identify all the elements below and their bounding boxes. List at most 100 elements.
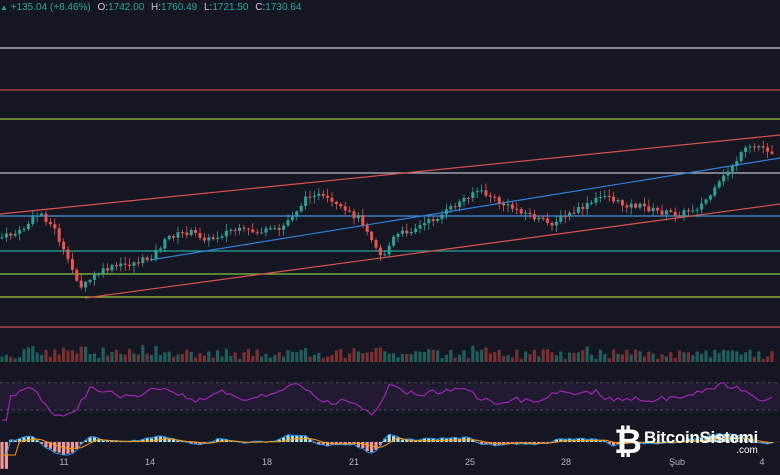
candle-body[interactable] <box>154 249 158 259</box>
candle-body[interactable] <box>238 227 242 231</box>
candle-body[interactable] <box>647 206 651 212</box>
candle-body[interactable] <box>35 215 39 217</box>
candle-body[interactable] <box>317 193 321 196</box>
candle-body[interactable] <box>620 200 624 206</box>
candle-body[interactable] <box>669 210 673 212</box>
candle-body[interactable] <box>458 201 462 207</box>
candle-body[interactable] <box>576 206 580 213</box>
candle-body[interactable] <box>590 202 594 204</box>
candle-body[interactable] <box>106 268 110 271</box>
candle-body[interactable] <box>708 195 712 200</box>
candle-body[interactable] <box>150 258 154 260</box>
candle-body[interactable] <box>132 262 136 266</box>
candle-body[interactable] <box>321 193 325 196</box>
candle-body[interactable] <box>79 280 83 288</box>
candle-body[interactable] <box>554 221 558 226</box>
candle-body[interactable] <box>735 161 739 167</box>
candle-body[interactable] <box>198 232 202 238</box>
candle-body[interactable] <box>0 237 4 239</box>
candle-body[interactable] <box>427 219 431 224</box>
candle-body[interactable] <box>713 187 717 196</box>
candle-body[interactable] <box>136 262 140 264</box>
candle-body[interactable] <box>757 146 761 148</box>
candle-body[interactable] <box>686 210 690 212</box>
candle-body[interactable] <box>440 214 444 219</box>
candle-body[interactable] <box>752 146 756 148</box>
candle-body[interactable] <box>207 237 211 241</box>
candle-body[interactable] <box>700 203 704 210</box>
candle-body[interactable] <box>678 215 682 217</box>
candle-body[interactable] <box>651 207 655 212</box>
candle-body[interactable] <box>550 222 554 226</box>
candle-body[interactable] <box>422 223 426 226</box>
candle-body[interactable] <box>563 216 567 218</box>
candle-body[interactable] <box>326 195 330 198</box>
candle-body[interactable] <box>264 228 268 233</box>
candle-body[interactable] <box>18 229 22 234</box>
candle-body[interactable] <box>480 190 484 192</box>
channel-lower-line[interactable] <box>84 203 780 299</box>
candle-body[interactable] <box>224 230 228 237</box>
candle-body[interactable] <box>44 213 48 222</box>
candle-body[interactable] <box>348 210 352 212</box>
candle-body[interactable] <box>400 230 404 234</box>
candle-body[interactable] <box>546 218 550 223</box>
candle-body[interactable] <box>75 269 79 281</box>
candle-body[interactable] <box>656 207 660 211</box>
candle-body[interactable] <box>66 249 70 260</box>
candle-body[interactable] <box>312 195 316 198</box>
candle-body[interactable] <box>572 212 576 214</box>
candle-body[interactable] <box>119 263 123 267</box>
candle-body[interactable] <box>70 259 74 270</box>
macd-signal-line[interactable] <box>2 437 773 456</box>
candle-body[interactable] <box>462 197 466 202</box>
candle-body[interactable] <box>638 203 642 208</box>
candle-body[interactable] <box>726 171 730 176</box>
candle-body[interactable] <box>537 217 541 220</box>
candle-body[interactable] <box>730 166 734 172</box>
candle-body[interactable] <box>581 206 585 210</box>
candle-body[interactable] <box>268 228 272 230</box>
candle-body[interactable] <box>466 197 470 199</box>
candle-body[interactable] <box>634 203 638 208</box>
candle-body[interactable] <box>110 265 114 271</box>
candle-body[interactable] <box>524 212 528 214</box>
candle-body[interactable] <box>475 190 479 193</box>
candle-body[interactable] <box>405 230 409 234</box>
candle-body[interactable] <box>233 229 237 231</box>
candle-body[interactable] <box>84 281 88 288</box>
candle-body[interactable] <box>374 240 378 248</box>
candle-body[interactable] <box>664 210 668 215</box>
candle-body[interactable] <box>299 205 303 212</box>
candle-body[interactable] <box>453 206 457 208</box>
candle-body[interactable] <box>532 214 536 220</box>
candle-body[interactable] <box>114 265 118 267</box>
candle-body[interactable] <box>748 146 752 148</box>
candle-body[interactable] <box>493 196 497 198</box>
candle-body[interactable] <box>145 257 149 260</box>
rsi-line[interactable] <box>2 381 773 421</box>
candle-body[interactable] <box>273 228 277 230</box>
candle-body[interactable] <box>330 197 334 202</box>
candle-body[interactable] <box>559 216 563 222</box>
candle-body[interactable] <box>361 215 365 226</box>
candle-body[interactable] <box>409 231 413 234</box>
candle-body[interactable] <box>128 264 132 266</box>
candle-body[interactable] <box>88 279 92 282</box>
candle-body[interactable] <box>251 229 255 233</box>
candle-body[interactable] <box>180 232 184 234</box>
candle-body[interactable] <box>163 239 167 249</box>
candle-body[interactable] <box>334 201 338 205</box>
candle-body[interactable] <box>717 181 721 188</box>
candle-body[interactable] <box>378 247 382 256</box>
candle-body[interactable] <box>528 212 532 215</box>
candle-body[interactable] <box>414 228 418 232</box>
candle-body[interactable] <box>695 209 699 211</box>
candle-body[interactable] <box>365 225 369 232</box>
candle-body[interactable] <box>612 196 616 202</box>
candle-body[interactable] <box>176 232 180 238</box>
candle-body[interactable] <box>436 218 440 222</box>
candle-body[interactable] <box>167 235 171 240</box>
candle-body[interactable] <box>62 241 66 250</box>
candle-body[interactable] <box>92 273 96 280</box>
